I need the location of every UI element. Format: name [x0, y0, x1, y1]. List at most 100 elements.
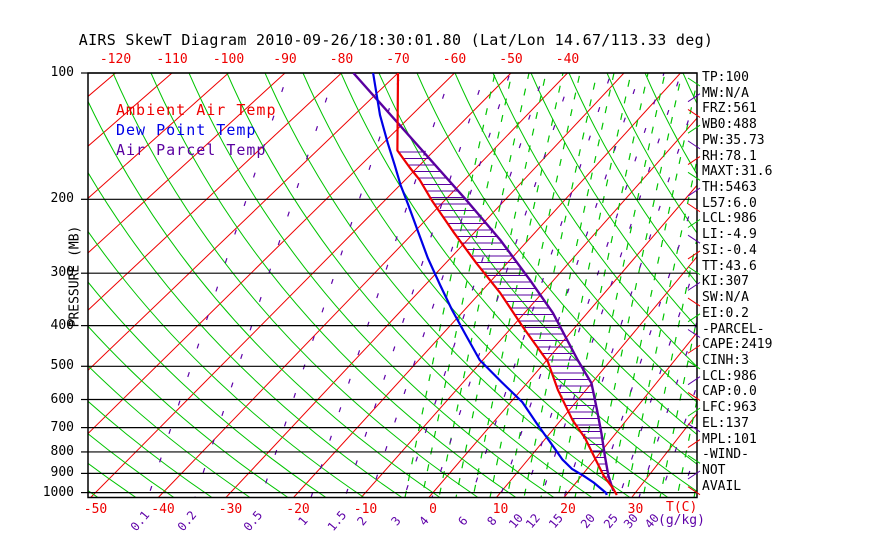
gridline-stub [687, 423, 701, 433]
gridline-stub [687, 486, 701, 496]
stat-line: RH:78.1 [702, 148, 757, 164]
moist-adiabat-line [489, 73, 581, 498]
moist-adiabat-line [404, 73, 496, 498]
stat-line: MAXT:31.6 [702, 164, 773, 180]
isotherm-line [88, 73, 342, 311]
pressure-tick-label: 700 [50, 419, 74, 435]
plot-frame [87, 72, 698, 499]
gridline-stub [687, 439, 701, 448]
moist-adiabat-line [574, 73, 666, 498]
stat-line: KI:307 [702, 274, 749, 290]
stat-line: EL:137 [702, 415, 749, 431]
gridline-stub [687, 281, 701, 291]
pressure-tick-label: 400 [50, 317, 74, 333]
dry-adiabat-line [264, 73, 631, 498]
stat-line: WB0:488 [702, 117, 757, 133]
top-temp-tick-label: -80 [329, 52, 354, 67]
pressure-tick-label: 200 [50, 191, 74, 207]
mixing-ratio-unit-label: (g/kg) [658, 513, 705, 528]
isotherm-line [293, 73, 681, 498]
isotherm-line [496, 255, 697, 498]
dry-adiabat-line [568, 73, 697, 284]
stat-line: SI:-0.4 [702, 242, 757, 258]
stat-line: CAP:0.0 [702, 384, 757, 400]
isotherm-line [360, 117, 697, 498]
stat-line: FRZ:561 [702, 101, 757, 117]
moist-adiabat-line [608, 79, 697, 498]
dew-point-temp-curve [372, 73, 608, 496]
stat-line: -WIND- [702, 447, 749, 463]
isotherm-line [563, 331, 697, 498]
isotherm-line [88, 73, 399, 372]
dry-adiabat-line [88, 281, 327, 498]
mixing-ratio-line [618, 259, 697, 498]
stat-line: EI:0.2 [702, 305, 749, 321]
dry-adiabat-line [88, 433, 175, 498]
dry-adiabat-line [88, 230, 365, 498]
moist-adiabat-line [421, 73, 513, 498]
stat-line: L57:6.0 [702, 195, 757, 211]
pressure-tick-label: 900 [50, 465, 74, 481]
mixing-ratio-line [470, 73, 612, 498]
stat-line: CAPE:2419 [702, 337, 773, 353]
mixing-ratio-line [403, 73, 545, 498]
isotherm-line [225, 73, 625, 498]
stat-line: PW:35.73 [702, 132, 765, 148]
dry-adiabat-line [188, 73, 555, 498]
dry-adiabat-line [416, 73, 697, 436]
bottom-temp-tick-label: 20 [560, 502, 576, 517]
legend-ambient-air-temp: Ambient Air Temp [116, 101, 277, 119]
top-temp-tick-label: -40 [555, 52, 580, 67]
top-temp-tick-label: -120 [99, 52, 132, 67]
isotherm-line [88, 73, 286, 254]
dry-adiabat-line [88, 100, 441, 498]
isotherm-line [0, 73, 3, 498]
legend-dew-point-temp: Dew Point Temp [116, 121, 257, 139]
bottom-temp-tick-label: 0 [429, 502, 437, 517]
dry-adiabat-line [530, 73, 697, 329]
gridline-stub [687, 329, 701, 338]
top-temp-tick-label: -60 [442, 52, 467, 67]
dry-adiabat-line [340, 73, 697, 492]
gridline-stub [687, 203, 701, 213]
moist-adiabat-line [557, 73, 649, 498]
gridline-stub [687, 391, 701, 401]
gridline-stub [687, 219, 701, 228]
pressure-tick-label: 300 [50, 265, 74, 281]
bottom-temp-tick-label: -30 [218, 502, 243, 517]
bottom-temp-tick-label: -50 [83, 502, 108, 517]
gridline-stub [687, 266, 701, 276]
gridline-stub [687, 250, 701, 260]
moist-adiabat-line [642, 235, 697, 498]
gridline-stub [687, 407, 701, 417]
air-parcel-temp-curve [352, 73, 615, 492]
stat-line: CINH:3 [702, 352, 749, 368]
stat-line: LCL:986 [702, 211, 757, 227]
gridline-stub [687, 156, 701, 166]
dry-adiabat-line [454, 73, 697, 403]
moist-adiabat-line [506, 73, 598, 498]
moist-adiabat-line [591, 73, 683, 498]
isotherm-line [88, 73, 173, 147]
gridline-stub [687, 93, 701, 103]
stat-line: LI:-4.9 [702, 227, 757, 243]
dry-adiabat-line [226, 73, 593, 498]
stat-line: TP:100 [702, 70, 749, 85]
dry-adiabat-line [492, 73, 697, 368]
stat-line: TT:43.6 [702, 258, 757, 274]
stat-line: TH:5463 [702, 180, 757, 196]
stat-line: LCL:986 [702, 368, 757, 384]
dry-adiabat-line [112, 73, 479, 498]
gridline-stub [687, 454, 701, 464]
dry-adiabat-line [88, 325, 289, 498]
gridline-stub [687, 234, 701, 244]
moist-adiabat-line [523, 73, 615, 498]
bottom-temp-tick-label: -40 [151, 502, 175, 517]
stat-line: NOT [702, 462, 726, 478]
isotherm-line [157, 73, 568, 498]
gridline-stub [687, 109, 701, 118]
stat-line: MW:N/A [702, 85, 749, 101]
top-temp-tick-label: -70 [386, 52, 410, 67]
moist-adiabat-line [455, 73, 547, 498]
